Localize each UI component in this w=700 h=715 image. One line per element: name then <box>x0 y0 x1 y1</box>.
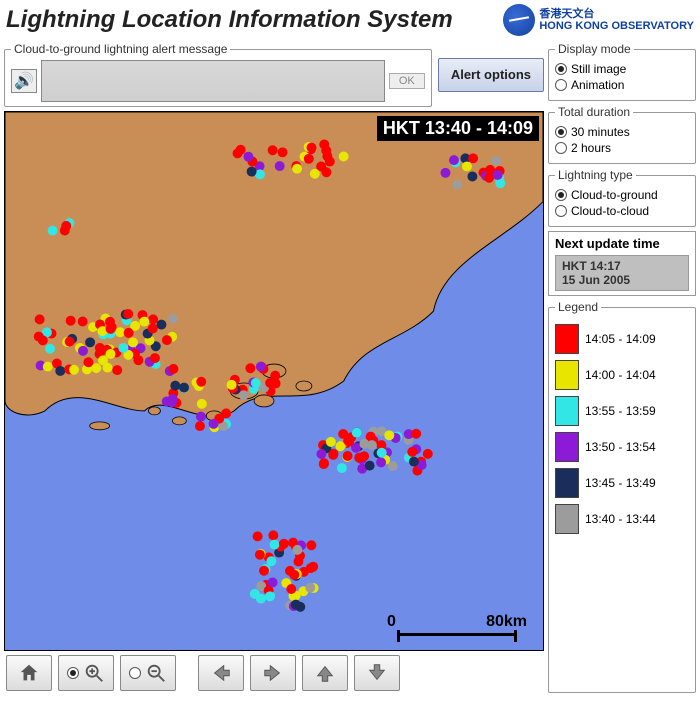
lightning-map[interactable] <box>5 112 543 650</box>
legend-swatch <box>555 360 579 390</box>
zoom-out-icon <box>145 662 167 684</box>
duration-legend: Total duration <box>555 105 633 119</box>
pan-left-button[interactable] <box>198 655 244 691</box>
legend-title: Legend <box>555 300 601 314</box>
time-banner: HKT 13:40 - 14:09 <box>377 116 539 141</box>
arrow-down-icon <box>366 662 388 684</box>
alert-legend: Cloud-to-ground lightning alert message <box>11 42 230 56</box>
scale-bar: 0 80km <box>387 613 527 636</box>
next-update-box: Next update time HKT 14:17 15 Jun 2005 <box>548 231 696 296</box>
duration-group: Total duration 30 minutes 2 hours <box>548 105 696 164</box>
pan-down-button[interactable] <box>354 655 400 691</box>
legend-item: 14:05 - 14:09 <box>555 324 689 354</box>
display-mode-legend: Display mode <box>555 42 634 56</box>
zoom-in-radio[interactable] <box>67 667 79 679</box>
type-ctg[interactable]: Cloud-to-ground <box>555 188 689 202</box>
duration-30m[interactable]: 30 minutes <box>555 125 689 139</box>
lightning-type-legend: Lightning type <box>555 168 636 182</box>
legend-label: 14:05 - 14:09 <box>585 332 656 346</box>
logo-english: HONG KONG OBSERVATORY <box>539 20 694 32</box>
legend-label: 13:55 - 13:59 <box>585 404 656 418</box>
next-update-label: Next update time <box>555 236 689 251</box>
logo-chinese: 香港天文台 <box>539 8 694 20</box>
arrow-right-icon <box>262 662 284 684</box>
legend-swatch <box>555 504 579 534</box>
legend-item: 13:40 - 13:44 <box>555 504 689 534</box>
next-update-value: HKT 14:17 15 Jun 2005 <box>555 255 689 291</box>
legend-label: 13:50 - 13:54 <box>585 440 656 454</box>
legend-item: 14:00 - 14:04 <box>555 360 689 390</box>
nav-toolbar <box>4 651 544 693</box>
pan-up-button[interactable] <box>302 655 348 691</box>
legend-swatch <box>555 396 579 426</box>
legend-label: 14:00 - 14:04 <box>585 368 656 382</box>
scale-right: 80km <box>486 613 527 631</box>
zoom-in-icon <box>83 662 105 684</box>
type-ctc[interactable]: Cloud-to-cloud <box>555 204 689 218</box>
alert-text-area <box>41 60 385 102</box>
legend-item: 13:55 - 13:59 <box>555 396 689 426</box>
map-area[interactable]: HKT 13:40 - 14:09 0 80km <box>4 111 544 651</box>
legend-item: 13:45 - 13:49 <box>555 468 689 498</box>
arrow-left-icon <box>210 662 232 684</box>
alert-ok-button[interactable]: OK <box>389 73 425 89</box>
alert-message-box: Cloud-to-ground lightning alert message … <box>4 42 432 107</box>
home-button[interactable] <box>6 655 52 691</box>
legend-label: 13:40 - 13:44 <box>585 512 656 526</box>
legend-item: 13:50 - 13:54 <box>555 432 689 462</box>
scale-left: 0 <box>387 613 396 631</box>
alert-options-button[interactable]: Alert options <box>438 58 544 92</box>
hko-logo-icon <box>503 4 535 36</box>
hko-logo: 香港天文台 HONG KONG OBSERVATORY <box>503 4 694 36</box>
zoom-out-radio[interactable] <box>129 667 141 679</box>
pan-right-button[interactable] <box>250 655 296 691</box>
speaker-icon[interactable]: 🔊 <box>11 69 37 93</box>
legend-swatch <box>555 324 579 354</box>
duration-2h[interactable]: 2 hours <box>555 141 689 155</box>
display-mode-still[interactable]: Still image <box>555 62 689 76</box>
legend-group: Legend 14:05 - 14:09 14:00 - 14:04 13:55 -… <box>548 300 696 693</box>
display-mode-group: Display mode Still image Animation <box>548 42 696 101</box>
legend-swatch <box>555 432 579 462</box>
legend-label: 13:45 - 13:49 <box>585 476 656 490</box>
lightning-type-group: Lightning type Cloud-to-ground Cloud-to-… <box>548 168 696 227</box>
legend-swatch <box>555 468 579 498</box>
zoom-out-button[interactable] <box>120 655 176 691</box>
zoom-in-button[interactable] <box>58 655 114 691</box>
page-title: Lightning Location Information System <box>6 6 453 34</box>
home-icon <box>18 662 40 684</box>
display-mode-anim[interactable]: Animation <box>555 78 689 92</box>
arrow-up-icon <box>314 662 336 684</box>
